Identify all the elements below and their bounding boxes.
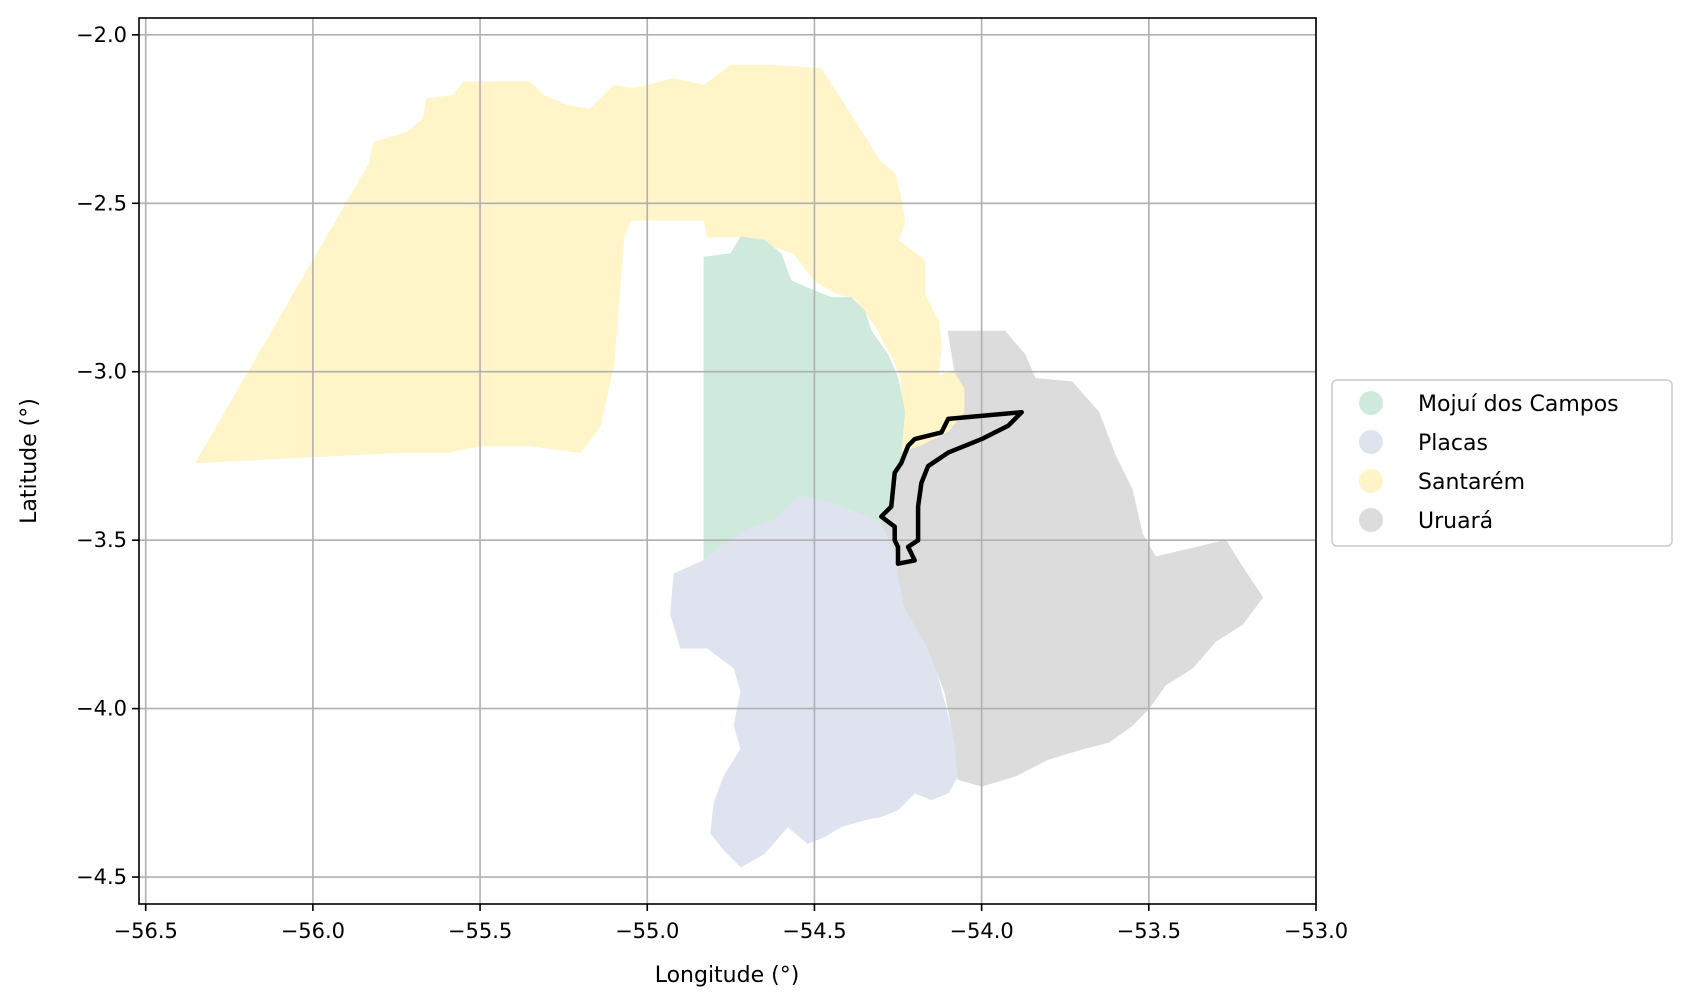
region-uruara	[880, 330, 1264, 787]
legend-marker-uruara	[1359, 508, 1383, 532]
legend-label-placas: Placas	[1418, 431, 1488, 456]
y-tick-label: −2.5	[76, 191, 127, 215]
legend-box	[1331, 379, 1673, 547]
x-tick-label: −55.0	[615, 919, 679, 943]
legend: Mojuí dos Campos Placas Santarém Uruará	[1331, 379, 1673, 547]
legend-marker-mojui-dos-campos	[1359, 391, 1383, 415]
region-placas	[670, 495, 963, 868]
x-tick-label: −56.0	[281, 919, 345, 943]
y-tick-label: −4.5	[76, 865, 127, 889]
legend-marker-placas	[1359, 430, 1383, 454]
x-tick-label: −53.5	[1117, 919, 1181, 943]
x-tick-label: −56.5	[114, 919, 178, 943]
y-tick-label: −2.0	[76, 23, 127, 47]
regions-layer	[194, 64, 1264, 868]
x-axis: −56.5 −56.0 −55.5 −55.0 −54.5 −54.0 −53.5 −53.0	[114, 904, 1348, 943]
legend-label-santarem: Santarém	[1418, 470, 1525, 495]
plot-frame	[138, 17, 1317, 905]
study-area-outline	[879, 409, 1024, 566]
x-tick-label: −53.0	[1284, 919, 1348, 943]
legend-label-uruara: Uruará	[1418, 509, 1493, 534]
legend-label-mojui-dos-campos: Mojuí dos Campos	[1418, 392, 1619, 417]
legend-marker-santarem	[1359, 469, 1383, 493]
x-tick-label: −55.5	[448, 919, 512, 943]
x-axis-title: Longitude (°)	[655, 963, 800, 988]
x-tick-label: −54.0	[949, 919, 1013, 943]
x-tick-label: −54.5	[782, 919, 846, 943]
y-tick-label: −3.5	[76, 528, 127, 552]
y-axis: −2.0 −2.5 −3.0 −3.5 −4.0 −4.5	[76, 23, 139, 889]
y-axis-title: Latitude (°)	[17, 398, 42, 524]
y-tick-label: −3.0	[76, 360, 127, 384]
y-tick-label: −4.0	[76, 697, 127, 721]
